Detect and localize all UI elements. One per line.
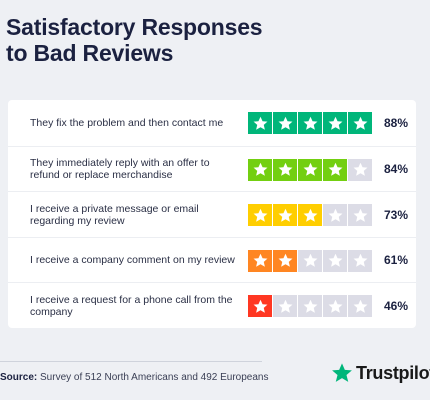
source-divider	[0, 361, 262, 362]
filled-star-icon	[298, 112, 322, 134]
filled-star-icon	[348, 112, 372, 134]
empty-star-icon	[348, 204, 372, 227]
category-label: They immediately reply with an offer to …	[30, 157, 210, 182]
table-row: I receive a request for a phone call fro…	[8, 282, 416, 328]
star-icon	[332, 363, 352, 382]
empty-star-icon	[298, 295, 322, 318]
star-rating	[248, 204, 375, 227]
empty-star-icon	[348, 249, 372, 272]
ratings-card: They fix the problem and then contact me…	[8, 100, 416, 328]
percentage-label: 88%	[384, 115, 409, 130]
star-rating	[248, 158, 375, 181]
filled-star-icon	[298, 204, 322, 227]
page-title: Satisfactory Responses to Bad Reviews	[6, 14, 263, 66]
filled-star-icon	[248, 204, 272, 227]
table-row: I receive a private message or email reg…	[8, 191, 416, 237]
filled-star-icon	[273, 158, 297, 181]
star-rating	[248, 112, 375, 134]
empty-star-icon	[273, 295, 297, 318]
star-rating	[248, 295, 375, 318]
filled-star-icon	[248, 158, 272, 181]
table-row: They immediately reply with an offer to …	[8, 145, 416, 192]
category-label: I receive a private message or email reg…	[30, 202, 199, 227]
filled-star-icon	[273, 249, 297, 272]
empty-star-icon	[348, 295, 372, 318]
brand-logo: Trustpilot	[331, 362, 430, 384]
empty-star-icon	[298, 249, 322, 272]
star-rating	[248, 249, 375, 272]
filled-star-icon	[323, 112, 347, 134]
table-row: They fix the problem and then contact me…	[8, 100, 416, 145]
filled-star-icon	[248, 295, 272, 318]
empty-star-icon	[348, 158, 372, 181]
percentage-label: 61%	[384, 253, 409, 268]
brand-name: Trustpilot	[356, 362, 430, 383]
filled-star-icon	[323, 158, 347, 181]
filled-star-icon	[273, 112, 297, 134]
filled-star-icon	[298, 158, 322, 181]
title-line-1: Satisfactory Responses	[6, 14, 263, 40]
filled-star-icon	[248, 249, 272, 272]
category-label: I receive a company comment on my review	[30, 254, 235, 267]
percentage-label: 84%	[384, 162, 409, 177]
source-note: Source: Survey of 512 North Americans an…	[0, 372, 269, 383]
table-row: I receive a company comment on my review…	[8, 236, 416, 283]
empty-star-icon	[323, 204, 347, 227]
empty-star-icon	[323, 249, 347, 272]
empty-star-icon	[323, 295, 347, 318]
source-text: Survey of 512 North Americans and 492 Eu…	[40, 372, 269, 383]
source-label: Source:	[0, 372, 38, 383]
category-label: I receive a request for a phone call fro…	[30, 293, 233, 318]
category-label: They fix the problem and then contact me	[30, 116, 224, 129]
filled-star-icon	[273, 204, 297, 227]
filled-star-icon	[248, 112, 272, 134]
percentage-label: 46%	[384, 298, 409, 313]
percentage-label: 73%	[384, 207, 409, 222]
title-line-2: to Bad Reviews	[6, 40, 174, 66]
